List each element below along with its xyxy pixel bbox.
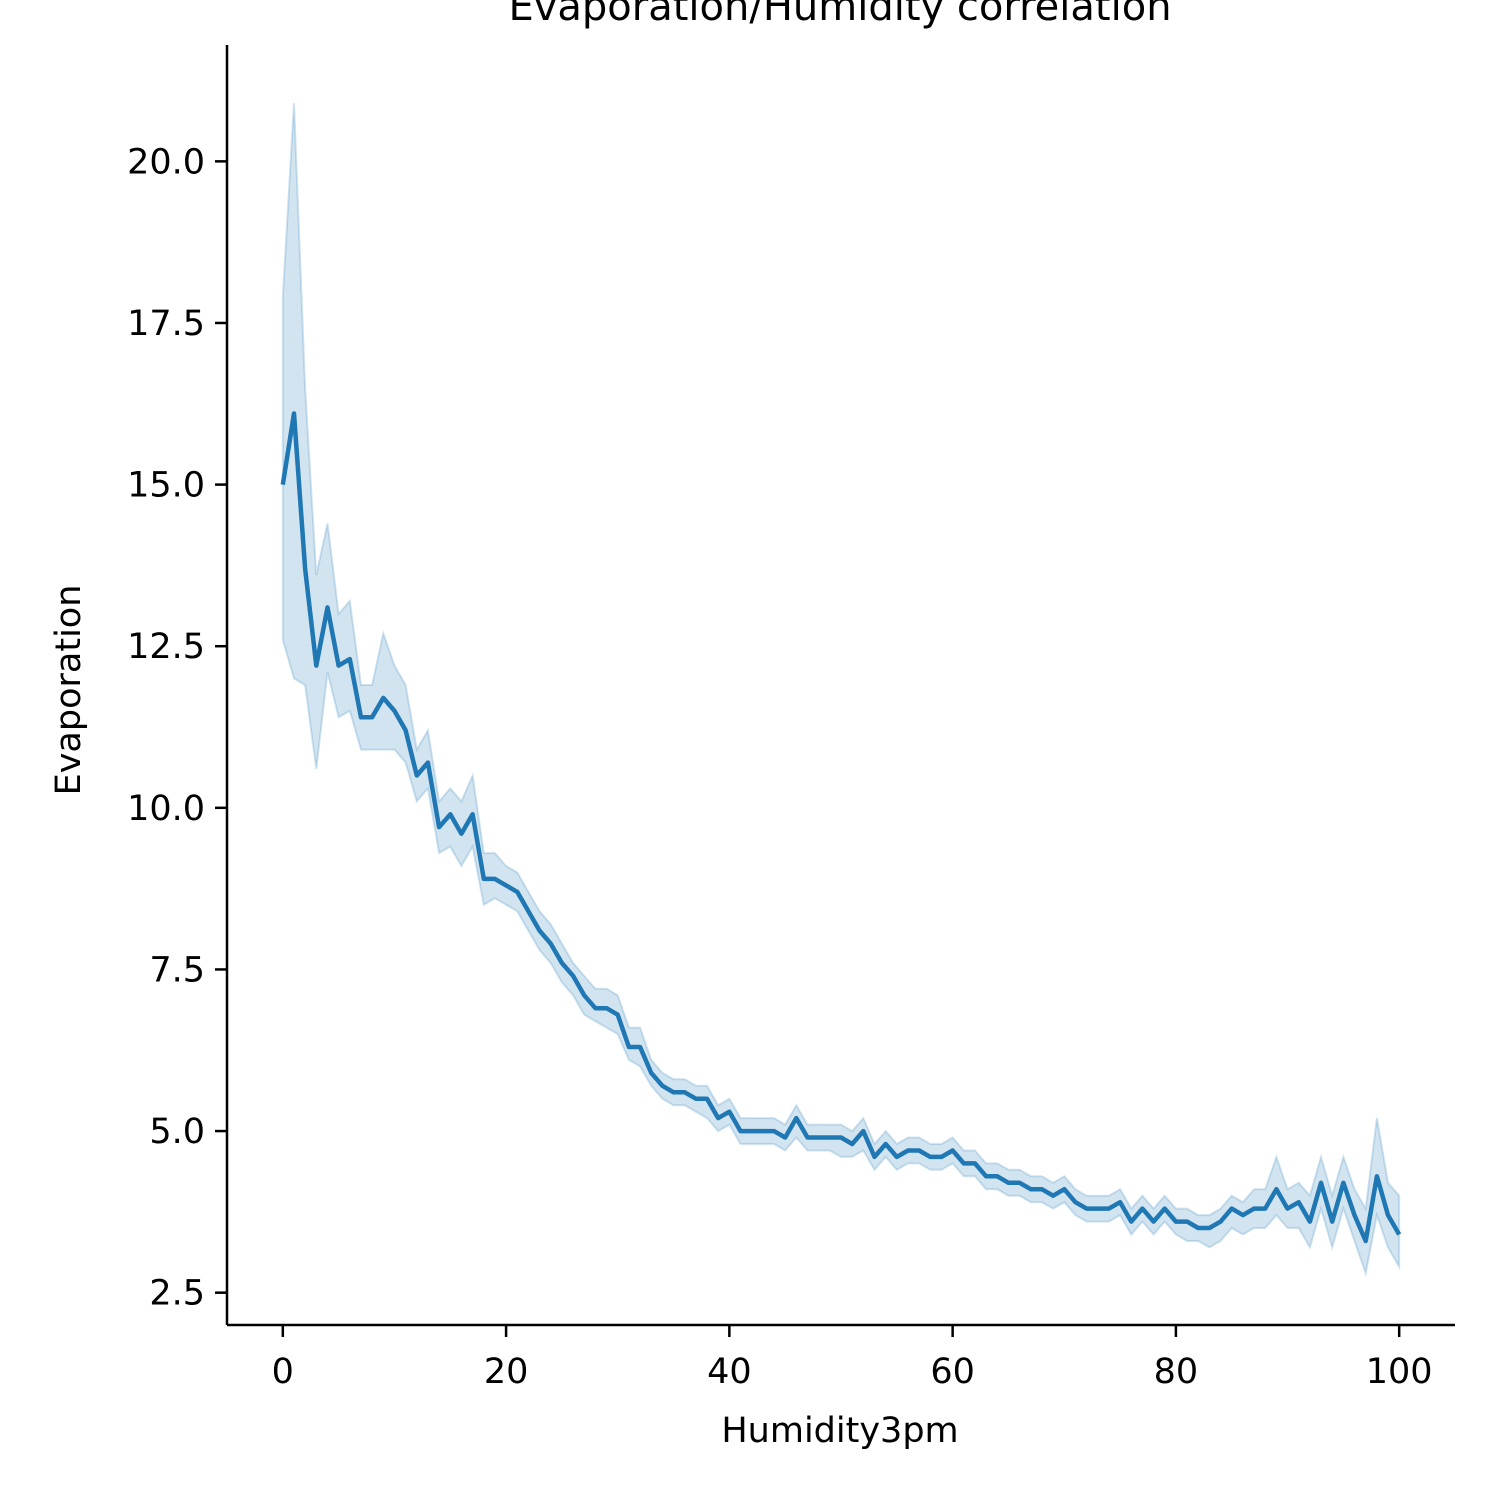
y-tick-label: 2.5 [149,1274,205,1314]
y-tick-label: 5.0 [149,1112,205,1152]
series-line-layer [280,411,1402,1244]
x-tick-label: 80 [1154,1352,1199,1392]
x-axis-ticks: 0 20 40 60 80 100 [272,1325,1433,1392]
confidence-band-layer [281,103,1401,1278]
x-tick-label: 100 [1366,1352,1433,1392]
y-axis-label: Evaporation [49,585,89,796]
y-tick-label: 20.0 [127,142,205,182]
x-tick-label: 0 [272,1352,294,1392]
confidence-band [281,103,1401,1278]
x-tick-label: 60 [930,1352,975,1392]
y-tick-label: 17.5 [127,304,205,344]
x-axis-label: Humidity3pm [721,1411,958,1451]
y-tick-label: 7.5 [149,950,205,990]
series-line [280,411,1402,1244]
y-tick-label: 15.0 [127,466,205,506]
y-tick-label: 12.5 [127,627,205,667]
x-tick-label: 20 [484,1352,529,1392]
x-tick-label: 40 [707,1352,752,1392]
chart-title: Evaporation/Humidity correlation [508,0,1171,30]
y-tick-label: 10.0 [127,789,205,829]
y-axis-ticks: 2.5 5.0 7.5 10.0 12.5 15.0 17.5 20.0 [127,142,227,1314]
